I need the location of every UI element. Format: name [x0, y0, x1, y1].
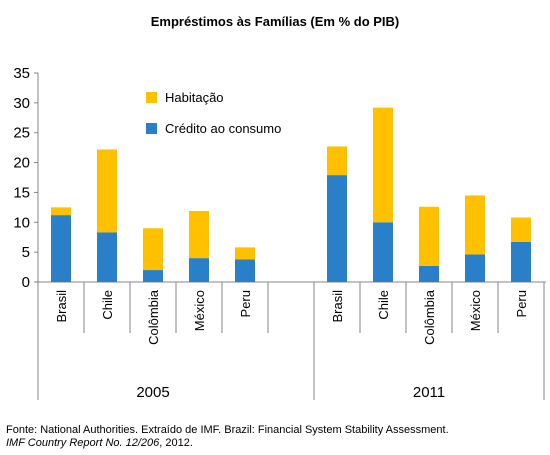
- category-label-mexico: México: [192, 290, 207, 331]
- y-tick-label: 20: [13, 155, 30, 172]
- source-line-1: Fonte: National Authorities. Extraído de…: [6, 424, 449, 436]
- category-label-peru: Peru: [238, 290, 253, 317]
- y-tick-label: 10: [13, 214, 30, 231]
- y-tick-label: 5: [22, 244, 30, 261]
- chart-title: Empréstimos às Famílias (Em % do PIB): [150, 14, 400, 29]
- y-tick-label: 35: [13, 65, 30, 82]
- y-tick-label: 0: [22, 274, 30, 291]
- source-year: , 2012.: [159, 437, 193, 449]
- bar-credito-ao-consumo-brasil-2005: [51, 215, 71, 282]
- bar-credito-ao-consumo-mexico-2005: [189, 258, 209, 282]
- bar-credito-ao-consumo-colombia-2005: [143, 270, 163, 282]
- category-label-mexico: México: [468, 290, 483, 331]
- y-tick-label: 25: [13, 125, 30, 142]
- bar-habitacao-chile-2005: [97, 149, 117, 233]
- bar-habitacao-mexico-2011: [465, 195, 485, 255]
- bar-habitacao-colombia-2005: [143, 228, 163, 271]
- y-tick-label: 30: [13, 95, 30, 112]
- group-label-2011: 2011: [413, 384, 445, 401]
- source-note: Fonte: National Authorities. Extraído de…: [6, 424, 449, 450]
- bar-habitacao-colombia-2011: [419, 206, 439, 266]
- category-label-brasil: Brasil: [330, 290, 345, 323]
- bar-habitacao-brasil-2011: [327, 146, 347, 176]
- category-label-colombia: Colômbia: [146, 289, 161, 345]
- y-tick-label: 15: [13, 184, 30, 201]
- legend-label-habitacao: Habitação: [165, 90, 224, 105]
- category-label-brasil: Brasil: [54, 290, 69, 323]
- category-label-chile: Chile: [100, 290, 115, 320]
- legend-swatch-habitacao: [146, 92, 157, 103]
- category-label-colombia: Colômbia: [422, 289, 437, 345]
- source-line-2: IMF Country Report No. 12/206, 2012.: [6, 437, 449, 450]
- legend-label-credito-ao-consumo: Crédito ao consumo: [165, 121, 281, 136]
- category-label-peru: Peru: [514, 290, 529, 317]
- bar-credito-ao-consumo-mexico-2011: [465, 254, 485, 282]
- bar-credito-ao-consumo-chile-2011: [373, 222, 393, 282]
- bar-credito-ao-consumo-peru-2011: [511, 241, 531, 282]
- bar-habitacao-peru-2011: [511, 217, 531, 242]
- bar-credito-ao-consumo-peru-2005: [235, 259, 255, 282]
- bar-habitacao-chile-2011: [373, 107, 393, 223]
- bar-credito-ao-consumo-brasil-2011: [327, 175, 347, 282]
- bar-credito-ao-consumo-chile-2005: [97, 232, 117, 282]
- bar-habitacao-peru-2005: [235, 247, 255, 260]
- source-report-name: IMF Country Report No. 12/206: [6, 437, 160, 449]
- category-label-chile: Chile: [376, 290, 391, 320]
- bar-habitacao-mexico-2005: [189, 210, 209, 259]
- group-label-2005: 2005: [136, 384, 169, 401]
- bar-credito-ao-consumo-colombia-2011: [419, 265, 439, 282]
- bar-habitacao-brasil-2005: [51, 207, 71, 216]
- legend-swatch-credito-ao-consumo: [146, 123, 157, 134]
